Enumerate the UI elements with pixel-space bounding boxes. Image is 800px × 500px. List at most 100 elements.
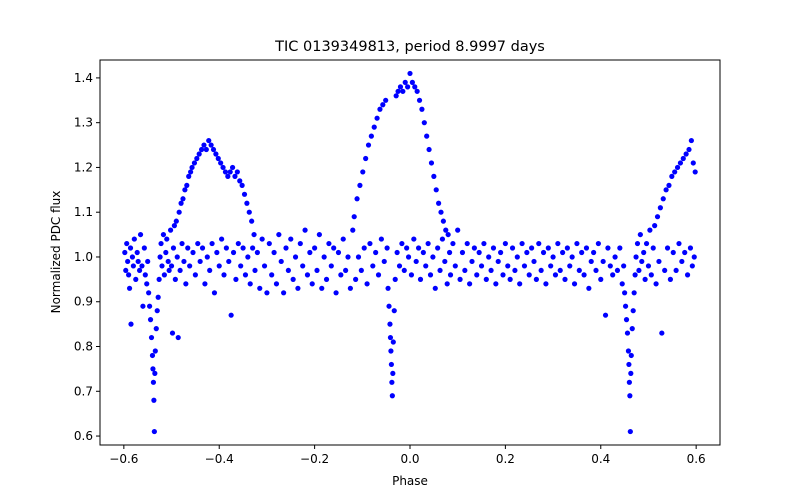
data-point [387,334,394,341]
data-point [474,272,480,278]
data-point [276,231,282,238]
data-point [436,200,442,206]
data-point [188,169,194,175]
y-tick-label: 1.1 [74,205,93,219]
data-point [307,249,313,256]
data-point [154,308,160,314]
data-point [630,308,636,314]
y-tick-label: 0.6 [74,429,93,443]
data-point [519,240,525,247]
data-point [502,240,508,247]
data-point [170,245,177,251]
data-point [690,160,696,166]
data-point [536,240,542,247]
data-point [550,254,556,260]
data-point [159,263,165,269]
data-point [394,249,400,256]
data-point [225,173,231,179]
data-point [676,240,682,247]
data-point [203,146,209,153]
data-point [135,258,141,265]
data-point [614,267,621,274]
data-point [636,267,642,274]
data-point [126,285,133,291]
data-point [691,254,697,260]
data-point [529,245,535,251]
data-point [621,263,627,269]
x-axis-label: Phase [392,474,428,488]
data-point [178,200,184,206]
data-point [405,254,412,260]
data-point [431,173,437,179]
data-point [424,133,430,139]
data-point [326,240,332,247]
data-point [340,236,346,242]
data-point [452,263,458,269]
data-point [137,231,144,238]
y-tick-label: 0.8 [74,340,93,354]
data-point [186,173,192,179]
data-point [488,267,494,274]
data-point [375,272,382,278]
data-point [323,276,330,282]
data-point [478,263,485,269]
y-tick-label: 0.9 [74,295,93,309]
data-point [351,214,357,220]
data-point [411,236,417,242]
data-point [235,240,241,247]
data-point [426,146,432,153]
data-point [412,84,418,90]
data-point [168,263,175,269]
data-point [285,267,291,274]
data-point [300,263,306,269]
data-point [219,236,225,242]
data-point [648,272,654,278]
data-point [679,258,685,265]
data-point [128,321,134,327]
data-point [666,182,672,188]
data-point [656,258,662,265]
data-point [141,245,147,251]
data-point [271,249,277,256]
data-point [446,249,453,256]
data-point [297,240,303,247]
data-point [579,249,585,256]
data-point [354,196,360,202]
data-point [215,155,221,162]
data-point [591,249,597,256]
data-point [364,281,370,287]
data-point [207,267,213,274]
data-point [187,263,193,269]
data-point [368,133,374,139]
y-tick-label: 1.4 [74,71,93,85]
data-point [148,334,155,341]
data-point [459,249,466,256]
data-point [208,142,214,148]
data-point [161,272,167,278]
data-point [642,276,648,282]
data-point [517,281,523,287]
data-point [355,254,362,260]
data-point [643,240,650,247]
data-point [147,303,153,309]
data-point [569,254,575,260]
data-point [273,281,280,287]
data-point [612,254,618,260]
y-axis: 0.6 0.7 0.8 0.9 1.0 1.1 1.2 1.3 1.4 [74,71,100,443]
data-point [512,267,518,274]
data-point [211,290,218,296]
data-point [413,258,419,265]
data-point [125,258,131,265]
data-point [158,240,164,247]
data-point [471,245,477,251]
data-point [136,267,143,274]
data-point [133,276,139,282]
data-point [269,272,275,278]
y-axis-label: Normalized PDC flux [49,191,63,314]
data-point [169,330,176,336]
data-point [380,102,386,108]
data-point [498,249,504,256]
data-point [295,285,301,291]
data-point [581,272,587,278]
